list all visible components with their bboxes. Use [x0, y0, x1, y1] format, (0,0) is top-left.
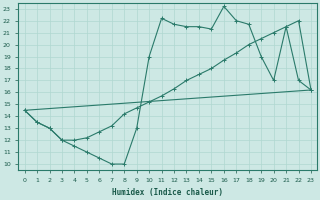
- X-axis label: Humidex (Indice chaleur): Humidex (Indice chaleur): [112, 188, 223, 197]
